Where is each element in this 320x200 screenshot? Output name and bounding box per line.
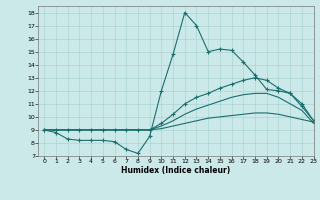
X-axis label: Humidex (Indice chaleur): Humidex (Indice chaleur): [121, 166, 231, 175]
